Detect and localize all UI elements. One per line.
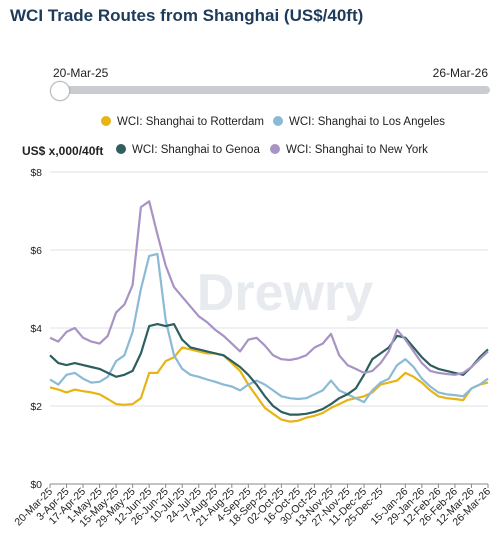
legend-item-genoa[interactable]: WCI: Shanghai to Genoa <box>116 144 260 156</box>
page-title: WCI Trade Routes from Shanghai (US$/40ft… <box>10 6 364 25</box>
series-line-2[interactable] <box>49 323 489 416</box>
watermark-logo: Drewry <box>197 264 373 322</box>
legend-dot-icon <box>270 144 280 154</box>
series-line-0[interactable] <box>49 346 489 423</box>
y-tick-label: $6 <box>30 245 42 257</box>
legend-label: WCI: Shanghai to Los Angeles <box>289 116 445 128</box>
series-line-1[interactable] <box>49 252 489 404</box>
series-line-3[interactable] <box>49 200 489 376</box>
y-tick-label: $2 <box>30 401 42 413</box>
y-tick-label: $4 <box>30 323 42 335</box>
legend-item-rotterdam[interactable]: WCI: Shanghai to Rotterdam <box>101 116 264 128</box>
y-tick-label: $0 <box>30 479 42 491</box>
range-end-label: 26-Mar-26 <box>432 66 488 80</box>
y-tick-label: $8 <box>30 167 42 179</box>
legend-item-los-angeles[interactable]: WCI: Shanghai to Los Angeles <box>273 116 445 128</box>
legend-dot-icon <box>101 116 111 126</box>
date-range-slider-track[interactable] <box>52 86 490 94</box>
range-start-label: 20-Mar-25 <box>53 66 109 80</box>
legend-label: WCI: Shanghai to Rotterdam <box>117 116 265 128</box>
legend-item-new-york[interactable]: WCI: Shanghai to New York <box>270 144 428 156</box>
legend-dot-icon <box>273 116 283 126</box>
legend-dot-icon <box>116 144 126 154</box>
legend-label: WCI: Shanghai to New York <box>286 144 428 156</box>
date-range-slider-handle[interactable] <box>50 81 70 101</box>
y-axis-label: US$ x,000/40ft <box>22 144 104 158</box>
legend-label: WCI: Shanghai to Genoa <box>132 144 260 156</box>
